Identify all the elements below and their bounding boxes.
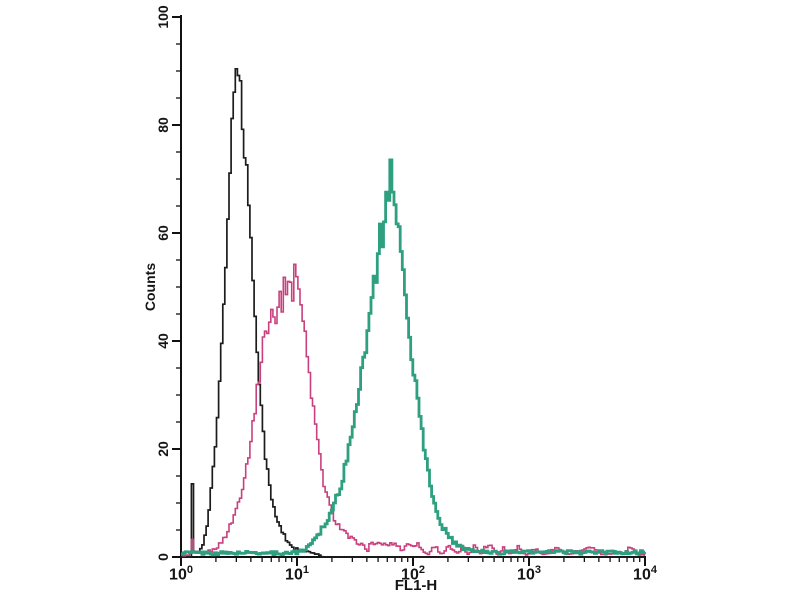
magenta-histogram-trace — [181, 263, 646, 557]
y-tick-label: 100 — [155, 5, 171, 29]
y-tick-label: 80 — [155, 117, 171, 133]
x-tick-label: 103 — [517, 564, 541, 584]
x-axis-label: FL1-H — [394, 577, 438, 594]
teal-histogram-trace — [181, 158, 646, 557]
y-tick-label: 40 — [155, 333, 171, 349]
x-tick-label: 104 — [633, 564, 657, 584]
y-axis-label: Counts — [142, 262, 158, 312]
x-tick-label: 101 — [285, 564, 309, 584]
x-tick-label: 102 — [401, 564, 425, 584]
y-tick-label: 0 — [155, 553, 171, 561]
black-histogram-trace — [181, 67, 645, 558]
y-tick-label: 60 — [155, 225, 171, 241]
y-tick-label: 20 — [155, 441, 171, 457]
x-tick-label: 100 — [169, 564, 193, 584]
